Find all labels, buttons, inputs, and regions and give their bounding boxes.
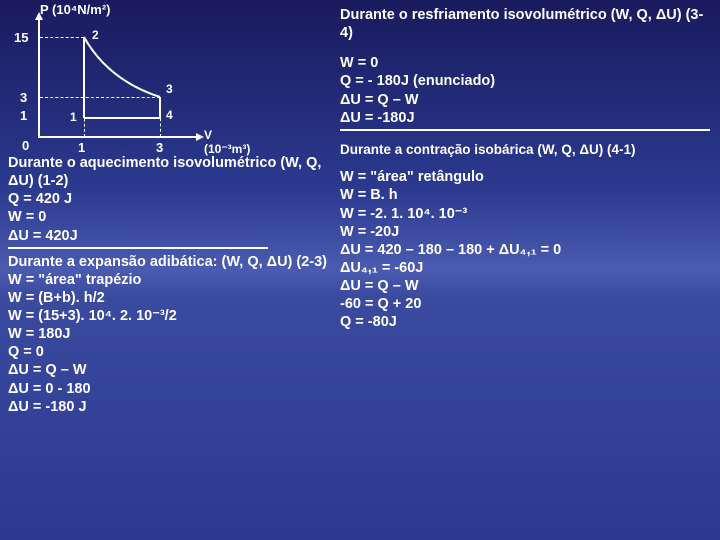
point-1: 1 bbox=[70, 110, 77, 124]
point-3: 3 bbox=[166, 82, 173, 96]
sec4-l2: W = -2. 1. 10⁴. 10⁻³ bbox=[340, 205, 710, 223]
sec2-l6: ΔU = 0 - 180 bbox=[8, 380, 328, 398]
left-column: P (10⁴N/m²) V (10⁻³m³) 15 3 1 0 1 3 1 2 … bbox=[8, 0, 328, 416]
pv-graph: P (10⁴N/m²) V (10⁻³m³) 15 3 1 0 1 3 1 2 … bbox=[8, 0, 238, 150]
sec3-l0: W = 0 bbox=[340, 54, 710, 72]
sec4-l0: W = "área" retângulo bbox=[340, 168, 710, 186]
sec2-l1: W = (B+b). h/2 bbox=[8, 289, 328, 307]
sec3-l2: ΔU = Q – W bbox=[340, 91, 710, 109]
sec1-l2: ΔU = 420J bbox=[8, 227, 328, 245]
sec2-title: Durante a expansão adibática: (W, Q, ΔU)… bbox=[8, 253, 328, 271]
sec4-l4: ΔU = 420 – 180 – 180 + ΔU₄,₁ = 0 bbox=[340, 241, 710, 259]
divider-1 bbox=[8, 247, 268, 249]
sec1-l1: W = 0 bbox=[8, 208, 328, 226]
point-2: 2 bbox=[92, 28, 99, 42]
sec2-l2: W = (15+3). 10⁴. 2. 10⁻³/2 bbox=[8, 307, 328, 325]
sec3-title: Durante o resfriamento isovolumétrico (W… bbox=[340, 6, 710, 42]
sec2-l0: W = "área" trapézio bbox=[8, 271, 328, 289]
sec4-l5: ΔU₄,₁ = -60J bbox=[340, 259, 710, 277]
sec4-l8: Q = -80J bbox=[340, 313, 710, 331]
sec2-l5: ΔU = Q – W bbox=[8, 361, 328, 379]
sec2-l4: Q = 0 bbox=[8, 343, 328, 361]
sec4-l1: W = B. h bbox=[340, 186, 710, 204]
sec3-l1: Q = - 180J (enunciado) bbox=[340, 72, 710, 90]
sec1-title: Durante o aquecimento isovolumétrico (W,… bbox=[8, 154, 328, 190]
sec4-l6: ΔU = Q – W bbox=[340, 277, 710, 295]
sec4-title: Durante a contração isobárica (W, Q, ΔU)… bbox=[340, 141, 710, 159]
sec4-l3: W = -20J bbox=[340, 223, 710, 241]
point-4: 4 bbox=[166, 108, 173, 122]
sec3-l3: ΔU = -180J bbox=[340, 109, 710, 127]
sec2-l7: ΔU = -180 J bbox=[8, 398, 328, 416]
sec2-l3: W = 180J bbox=[8, 325, 328, 343]
curve-svg bbox=[8, 0, 238, 150]
divider-2 bbox=[340, 129, 710, 131]
right-column: Durante o resfriamento isovolumétrico (W… bbox=[340, 6, 710, 331]
sec1-l0: Q = 420 J bbox=[8, 190, 328, 208]
sec4-l7: -60 = Q + 20 bbox=[340, 295, 710, 313]
